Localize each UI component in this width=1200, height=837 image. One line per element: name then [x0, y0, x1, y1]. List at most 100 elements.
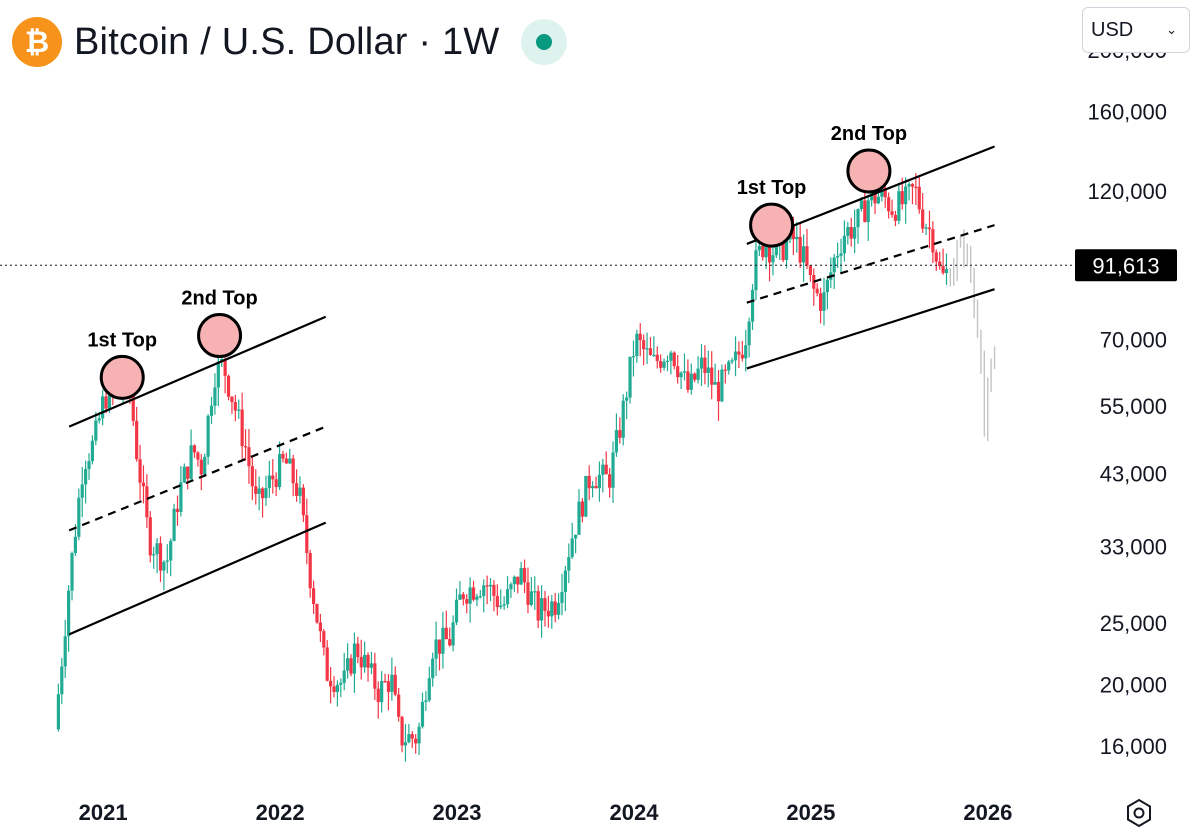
- y-tick-label: 55,000: [1100, 394, 1167, 419]
- candle-body: [237, 409, 241, 411]
- channel-middle-line-1[interactable]: [68, 425, 327, 532]
- channel-upper-line-1[interactable]: [68, 315, 327, 428]
- candle-body: [288, 458, 292, 464]
- candle-body: [938, 261, 942, 267]
- candle-body: [927, 227, 932, 230]
- settings-hexagon-icon[interactable]: [1124, 798, 1154, 828]
- candle-body: [914, 186, 918, 188]
- candle-body: [56, 694, 61, 730]
- channel-lower-line-2[interactable]: [746, 288, 995, 370]
- candle-body: [454, 599, 459, 623]
- candle-body: [631, 356, 636, 358]
- candle-body: [80, 484, 84, 498]
- chevron-down-icon: ⌄: [1166, 22, 1177, 37]
- candle-body: [516, 576, 520, 585]
- candle-body: [774, 243, 778, 256]
- annotations-layer: 1st Top 2nd Top 1st Top 2nd Top: [87, 123, 907, 400]
- currency-select[interactable]: USD ⌄: [1082, 7, 1190, 53]
- candle-body: [206, 415, 210, 457]
- candle-body: [836, 255, 840, 258]
- y-tick-label: 25,000: [1100, 611, 1167, 636]
- candle-body: [284, 458, 288, 464]
- candle-body: [67, 590, 71, 637]
- top-marker-circle[interactable]: [846, 148, 892, 194]
- candle-body: [805, 246, 809, 266]
- candle-body: [342, 670, 346, 683]
- candle-body: [492, 584, 496, 596]
- candle-body: [696, 368, 700, 380]
- candle-body: [876, 196, 881, 204]
- symbol-header: ₿ Bitcoin / U.S. Dollar · 1W: [12, 14, 568, 70]
- top-marker-circle[interactable]: [749, 202, 795, 248]
- candles-layer: [56, 173, 949, 762]
- candle-body: [267, 475, 271, 489]
- candle-body: [699, 357, 704, 369]
- candle-body: [104, 396, 108, 409]
- candle-body: [250, 466, 254, 487]
- candle-body: [522, 567, 527, 583]
- candle-body: [638, 333, 642, 341]
- top-marker-circle[interactable]: [197, 313, 243, 359]
- candle-body: [798, 236, 802, 263]
- top-marker-circle[interactable]: [99, 354, 145, 400]
- candle-body: [618, 430, 622, 438]
- candle-body: [233, 402, 237, 411]
- candle-body: [84, 469, 88, 485]
- candle-body: [451, 622, 455, 646]
- candle-body: [475, 596, 479, 600]
- candle-body: [141, 482, 146, 487]
- candle-body: [546, 610, 550, 617]
- candle-body: [648, 348, 653, 355]
- candle-body: [713, 381, 717, 385]
- candle-body: [196, 452, 200, 460]
- candle-body: [213, 387, 217, 406]
- candle-body: [921, 209, 925, 229]
- candle-body: [461, 594, 465, 600]
- candle-body: [315, 604, 319, 623]
- candle-body: [192, 445, 197, 453]
- candle-body: [601, 464, 605, 475]
- candle-body: [866, 200, 870, 222]
- candle-body: [420, 701, 425, 727]
- candle-body: [298, 487, 302, 496]
- candle-body: [329, 680, 333, 687]
- market-status-indicator[interactable]: [521, 19, 568, 65]
- currency-value: USD: [1091, 18, 1134, 41]
- candle-body: [910, 184, 915, 187]
- candle-body: [216, 361, 220, 388]
- candle-body: [502, 604, 506, 606]
- candle-body: [512, 576, 516, 585]
- channel-middle-line-2[interactable]: [746, 224, 995, 304]
- candle-body: [165, 560, 169, 562]
- candle-body: [482, 585, 486, 597]
- y-axis[interactable]: 200,000160,000120,00070,00055,00043,0003…: [1087, 38, 1167, 759]
- candle-body: [873, 189, 877, 204]
- candle-body: [400, 716, 404, 746]
- candle-body: [505, 589, 510, 605]
- x-axis[interactable]: 2021 2022 2023 2024 2025 2026: [79, 800, 1013, 825]
- candle-body: [907, 184, 911, 187]
- candle-body: [791, 224, 795, 240]
- candle-body: [390, 674, 394, 692]
- candle-body: [366, 654, 370, 668]
- candle-body: [856, 209, 860, 228]
- candle-body: [437, 639, 442, 654]
- channel-lower-line-1[interactable]: [68, 521, 327, 636]
- candle-body: [488, 584, 493, 587]
- candle-body: [369, 663, 374, 668]
- candle-body: [825, 279, 829, 293]
- candle-body: [587, 475, 591, 489]
- candle-body: [550, 601, 554, 617]
- x-tick-label: 2021: [79, 800, 128, 825]
- candle-body: [70, 553, 74, 591]
- candle-body: [291, 458, 295, 484]
- status-dot-icon: [536, 34, 553, 50]
- top-annotation-label: 2nd Top: [831, 123, 907, 145]
- candle-body: [189, 445, 193, 479]
- x-tick-label: 2026: [963, 800, 1012, 825]
- candle-body: [556, 603, 561, 615]
- candle-body: [771, 255, 775, 263]
- y-tick-label: 33,000: [1100, 535, 1167, 560]
- candle-body: [444, 627, 448, 640]
